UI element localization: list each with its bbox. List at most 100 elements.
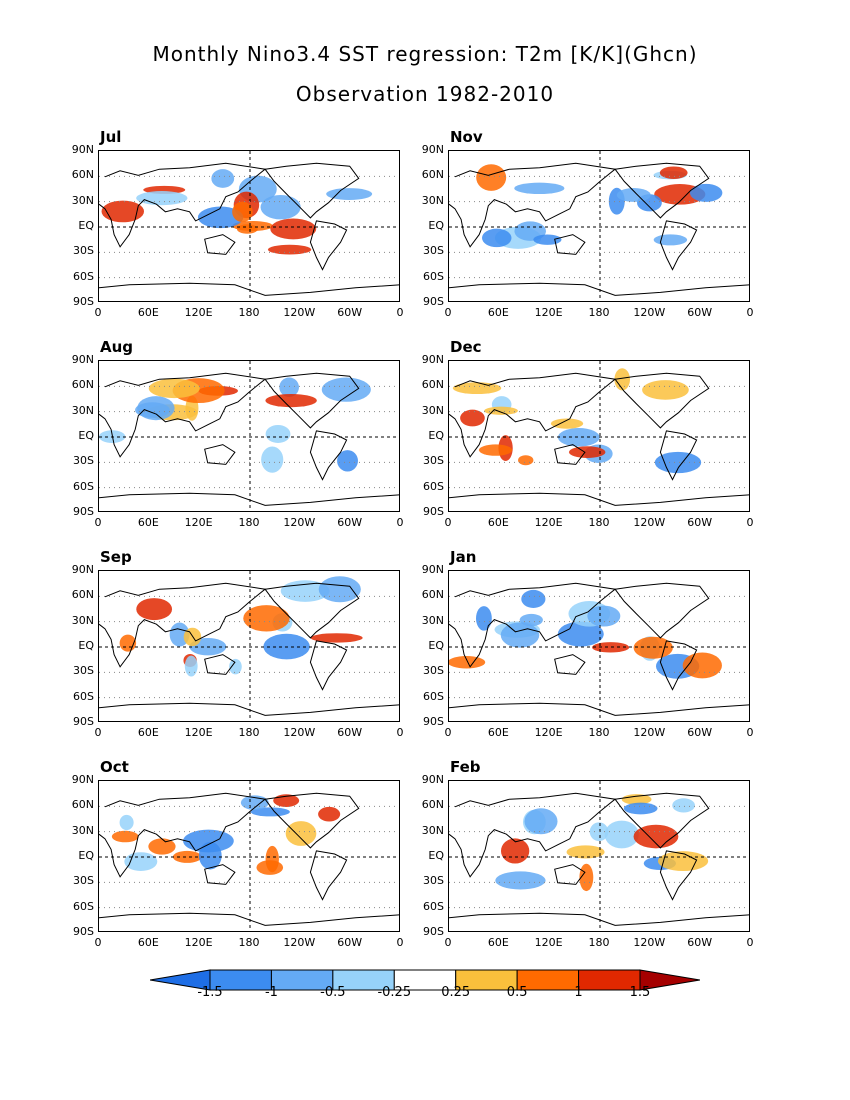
coastline (659, 850, 698, 901)
coastline (309, 430, 348, 481)
map-panel-jul: Jul 90N 60N 30N EQ 30S 60S 90S 0 60E 120E 180 120W 60… (72, 128, 404, 319)
longitude-tick-label: 60E (137, 726, 159, 739)
longitude-tick-label: 0 (94, 936, 102, 949)
coastline (264, 162, 360, 219)
latitude-tick-label: 90S (73, 715, 94, 728)
anomaly-patch (604, 820, 639, 849)
map-svg (99, 781, 399, 931)
map-svg (99, 151, 399, 301)
latitude-tick-label: 60N (71, 588, 94, 602)
longitude-tick-label: 0 (396, 306, 404, 319)
longitude-tick-label: 0 (94, 306, 102, 319)
latitude-tick-label: 30N (421, 193, 444, 207)
latitude-tick-label: 30S (423, 664, 444, 678)
longitude-tick-label: 180 (238, 516, 260, 529)
anomaly-patch (243, 605, 290, 632)
longitude-tick-label: 120W (283, 726, 316, 739)
anomaly-patch (495, 871, 546, 890)
month-label: Sep (100, 548, 132, 566)
coastline (204, 654, 236, 675)
coastline (99, 492, 399, 506)
longitude-tick-label: 0 (94, 726, 102, 739)
latitude-tick-label: 60N (421, 168, 444, 182)
longitude-tick-label: 120W (633, 516, 666, 529)
world-map (98, 360, 400, 512)
anomaly-patch (279, 377, 299, 398)
longitude-tick-label: 120E (184, 726, 213, 739)
latitude-tick-label: 30S (73, 244, 94, 258)
longitude-tick-label: 120W (283, 306, 316, 319)
latitude-tick-label: 30S (423, 244, 444, 258)
anomaly-patch (111, 830, 139, 843)
latitude-tick-label: 30N (71, 403, 94, 417)
anomaly-patch (148, 378, 200, 399)
chart-title: Monthly Nino3.4 SST regression: T2m [K/K… (152, 42, 698, 66)
latitude-tick-label: 90S (423, 505, 444, 518)
anomaly-patch (633, 636, 673, 659)
map-panel-sep: Sep 90N 60N 30N EQ 30S 60S 90S 0 60E 120E 180 120W 60… (72, 548, 404, 739)
coastline (264, 372, 360, 429)
longitude-tick-label: 0 (444, 306, 452, 319)
latitude-tick-label: 90S (423, 295, 444, 308)
anomaly-patch (653, 234, 688, 246)
longitude-tick-label: 120E (184, 936, 213, 949)
colorbar-tick-label: -0.5 (320, 985, 346, 1000)
anomaly-patch (250, 807, 290, 817)
anomaly-patch (659, 166, 688, 179)
latitude-tick-label: 30S (73, 664, 94, 678)
colorbar-tick-label: 1.5 (629, 985, 651, 1000)
longitude-tick-label: 0 (94, 516, 102, 529)
longitude-tick-label: 0 (746, 936, 754, 949)
world-map (98, 780, 400, 932)
map-svg (449, 361, 749, 511)
coastline (449, 162, 617, 248)
longitude-tick-label: 60W (337, 516, 363, 529)
latitude-tick-label: EQ (78, 219, 94, 232)
month-label: Dec (450, 338, 482, 356)
anomaly-patch (136, 191, 188, 206)
coastline (99, 702, 399, 716)
latitude-tick-label: 60S (423, 689, 444, 703)
longitude-tick-label: 0 (444, 726, 452, 739)
longitude-tick-label: 120E (534, 516, 563, 529)
anomaly-patch (672, 798, 695, 813)
longitude-tick-label: 60E (487, 936, 509, 949)
longitude-tick-label: 60W (337, 726, 363, 739)
anomaly-patch (318, 576, 361, 603)
anomaly-patch (119, 814, 134, 831)
longitude-tick-label: 120W (283, 936, 316, 949)
coastline (554, 234, 586, 255)
latitude-tick-label: 30S (423, 874, 444, 888)
coastline (449, 582, 617, 668)
longitude-tick-label: 60E (487, 726, 509, 739)
longitude-tick-label: 120E (534, 936, 563, 949)
world-map (448, 150, 750, 302)
anomaly-patch (137, 396, 175, 421)
coastline (99, 162, 267, 248)
anomaly-patch (267, 244, 312, 255)
longitude-tick-label: 60E (137, 936, 159, 949)
chart-subtitle: Observation 1982-2010 (295, 82, 555, 106)
latitude-tick-label: 90S (73, 925, 94, 938)
map-svg (99, 571, 399, 721)
coastline (659, 220, 698, 271)
anomaly-patch (321, 377, 371, 402)
colorbar-tick-label: -1 (264, 985, 278, 1000)
latitude-tick-label: 90S (73, 295, 94, 308)
coastline (449, 792, 617, 878)
map-panel-nov: Nov 90N 60N 30N EQ 30S 60S 90S 0 60E 120E 180 120W 60… (422, 128, 754, 319)
world-map (448, 360, 750, 512)
latitude-tick-label: 30N (421, 613, 444, 627)
coastline (614, 372, 710, 429)
anomaly-patch (514, 182, 565, 195)
longitude-tick-label: 120W (633, 306, 666, 319)
anomaly-patch (318, 806, 341, 822)
coastline (449, 702, 749, 716)
anomaly-patch (568, 446, 606, 458)
coastline (449, 492, 749, 506)
month-label: Feb (450, 758, 481, 776)
colorbar (150, 969, 700, 991)
longitude-tick-label: 60W (687, 726, 713, 739)
longitude-tick-label: 60E (137, 306, 159, 319)
latitude-tick-label: 60N (71, 378, 94, 392)
